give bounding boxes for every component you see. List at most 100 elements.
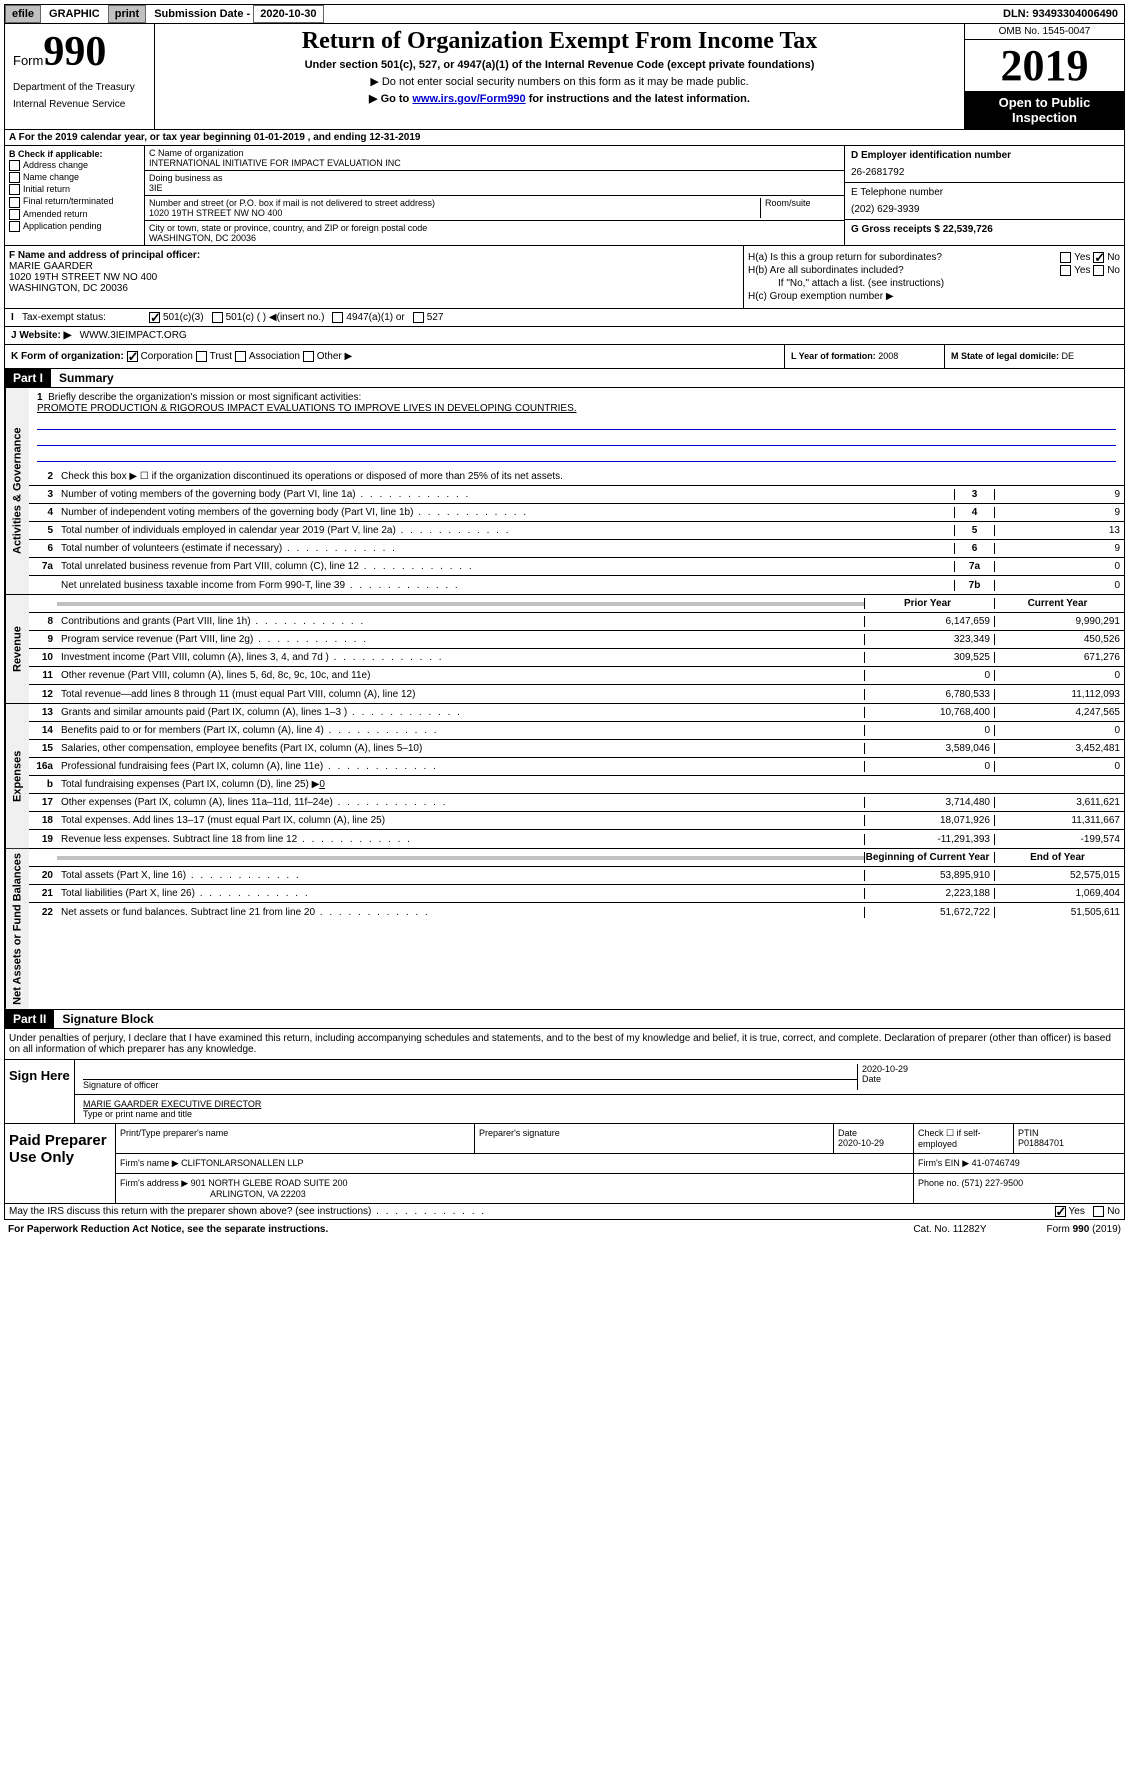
trust-checkbox[interactable] [196, 351, 207, 362]
dept-treasury: Department of the Treasury [13, 82, 146, 93]
discuss-yes-checkbox[interactable] [1055, 1206, 1066, 1217]
firm-ein: 41-0746749 [972, 1158, 1020, 1168]
501c-checkbox[interactable] [212, 312, 223, 323]
address-change-checkbox[interactable] [9, 160, 20, 171]
l12-prior: 6,780,533 [864, 689, 994, 700]
principal-officer: F Name and address of principal officer:… [5, 246, 744, 308]
revenue-label: Revenue [5, 595, 29, 703]
mission-text: PROMOTE PRODUCTION & RIGOROUS IMPACT EVA… [37, 403, 1116, 414]
tax-year: 2019 [965, 40, 1124, 91]
info-block: B Check if applicable: Address change Na… [4, 146, 1125, 246]
prior-year-header: Prior Year [864, 598, 994, 609]
l13-prior: 10,768,400 [864, 707, 994, 718]
officer-name: MARIE GAARDER EXECUTIVE DIRECTOR [83, 1099, 1120, 1109]
current-year-header: Current Year [994, 598, 1124, 609]
form-number: Form990 [13, 28, 146, 76]
submission-label: Submission Date - 2020-10-30 [150, 8, 327, 20]
submission-date: 2020-10-30 [253, 5, 323, 23]
assoc-checkbox[interactable] [235, 351, 246, 362]
form-header: Form990 Department of the Treasury Inter… [4, 24, 1125, 130]
mission-section: 1 Briefly describe the organization's mi… [29, 388, 1124, 468]
l19-curr: -199,574 [994, 834, 1124, 845]
application-pending-checkbox[interactable] [9, 221, 20, 232]
l19-prior: -11,291,393 [864, 834, 994, 845]
line7b-value: 0 [994, 580, 1124, 591]
expenses-label: Expenses [5, 704, 29, 848]
discuss-row: May the IRS discuss this return with the… [4, 1204, 1125, 1220]
l11-curr: 0 [994, 670, 1124, 681]
org-name: INTERNATIONAL INITIATIVE FOR IMPACT EVAL… [149, 158, 840, 168]
fgh-block: F Name and address of principal officer:… [4, 246, 1125, 309]
part2-header: Part II [5, 1010, 54, 1028]
city-state-zip: WASHINGTON, DC 20036 [149, 233, 840, 243]
ptin-value: P01884701 [1018, 1138, 1120, 1148]
cat-no: Cat. No. 11282Y [913, 1224, 986, 1235]
tax-exempt-row: I Tax-exempt status: 501(c)(3) 501(c) ( … [4, 309, 1125, 327]
street-address: 1020 19TH STREET NW NO 400 [149, 208, 760, 218]
gross-receipts: G Gross receipts $ 22,539,726 [851, 224, 993, 235]
room-suite: Room/suite [760, 198, 840, 218]
footer: For Paperwork Reduction Act Notice, see … [4, 1220, 1125, 1239]
line4-value: 9 [994, 507, 1124, 518]
l22-prior: 51,672,722 [864, 907, 994, 918]
501c3-checkbox[interactable] [149, 312, 160, 323]
firm-name: CLIFTONLARSONALLEN LLP [181, 1158, 303, 1168]
sign-here-label: Sign Here [5, 1060, 75, 1123]
form-title: Return of Organization Exempt From Incom… [159, 28, 960, 55]
l21-prior: 2,223,188 [864, 888, 994, 899]
initial-return-checkbox[interactable] [9, 184, 20, 195]
form-subtitle: Under section 501(c), 527, or 4947(a)(1)… [159, 59, 960, 71]
part1-title: Summary [51, 369, 122, 387]
l8-prior: 6,147,659 [864, 616, 994, 627]
l18-prior: 18,071,926 [864, 815, 994, 826]
prep-date: 2020-10-29 [838, 1138, 909, 1148]
ha-no-checkbox[interactable] [1093, 252, 1104, 263]
discuss-no-checkbox[interactable] [1093, 1206, 1104, 1217]
year-formation: L Year of formation: 2008 [784, 345, 944, 368]
line3-value: 9 [994, 489, 1124, 500]
governance-label: Activities & Governance [5, 388, 29, 594]
state-domicile: M State of legal domicile: DE [944, 345, 1124, 368]
corp-checkbox[interactable] [127, 351, 138, 362]
l13-curr: 4,247,565 [994, 707, 1124, 718]
telephone-value: (202) 629-3939 [851, 204, 1118, 215]
col-c-org-info: C Name of organization INTERNATIONAL INI… [145, 146, 844, 245]
ssn-note: ▶ Do not enter social security numbers o… [159, 75, 960, 88]
final-return-checkbox[interactable] [9, 197, 20, 208]
row-a-calendar: A For the 2019 calendar year, or tax yea… [4, 130, 1125, 146]
firm-addr1: 901 NORTH GLEBE ROAD SUITE 200 [191, 1178, 348, 1188]
graphic-label: GRAPHIC [45, 8, 104, 20]
open-public-badge: Open to Public Inspection [965, 91, 1124, 129]
l9-prior: 323,349 [864, 634, 994, 645]
ha-yes-checkbox[interactable] [1060, 252, 1071, 263]
line7a-value: 0 [994, 561, 1124, 572]
l18-curr: 11,311,667 [994, 815, 1124, 826]
form-footer: Form 990 (2019) [1047, 1224, 1121, 1235]
l11-prior: 0 [864, 670, 994, 681]
website-row: J Website: ▶ WWW.3IEIMPACT.ORG [4, 327, 1125, 345]
l22-curr: 51,505,611 [994, 907, 1124, 918]
hb-no-checkbox[interactable] [1093, 265, 1104, 276]
sig-date: 2020-10-29 [862, 1064, 1120, 1074]
begin-year-header: Beginning of Current Year [864, 852, 994, 863]
4947-checkbox[interactable] [332, 312, 343, 323]
col-right-contact: D Employer identification number 26-2681… [844, 146, 1124, 245]
amended-return-checkbox[interactable] [9, 209, 20, 220]
ein-value: 26-2681792 [851, 167, 1118, 178]
netassets-label: Net Assets or Fund Balances [5, 849, 29, 1009]
l15-prior: 3,589,046 [864, 743, 994, 754]
other-checkbox[interactable] [303, 351, 314, 362]
part1-header: Part I [5, 369, 51, 387]
hb-yes-checkbox[interactable] [1060, 265, 1071, 276]
name-change-checkbox[interactable] [9, 172, 20, 183]
l16a-curr: 0 [994, 761, 1124, 772]
l14-prior: 0 [864, 725, 994, 736]
efile-button[interactable]: efile [5, 5, 41, 23]
l10-curr: 671,276 [994, 652, 1124, 663]
527-checkbox[interactable] [413, 312, 424, 323]
dln-label: DLN: 93493304006490 [1003, 8, 1124, 20]
l20-curr: 52,575,015 [994, 870, 1124, 881]
irs-link[interactable]: www.irs.gov/Form990 [412, 93, 525, 105]
print-button[interactable]: print [108, 5, 146, 23]
dba-name: 3IE [149, 183, 840, 193]
